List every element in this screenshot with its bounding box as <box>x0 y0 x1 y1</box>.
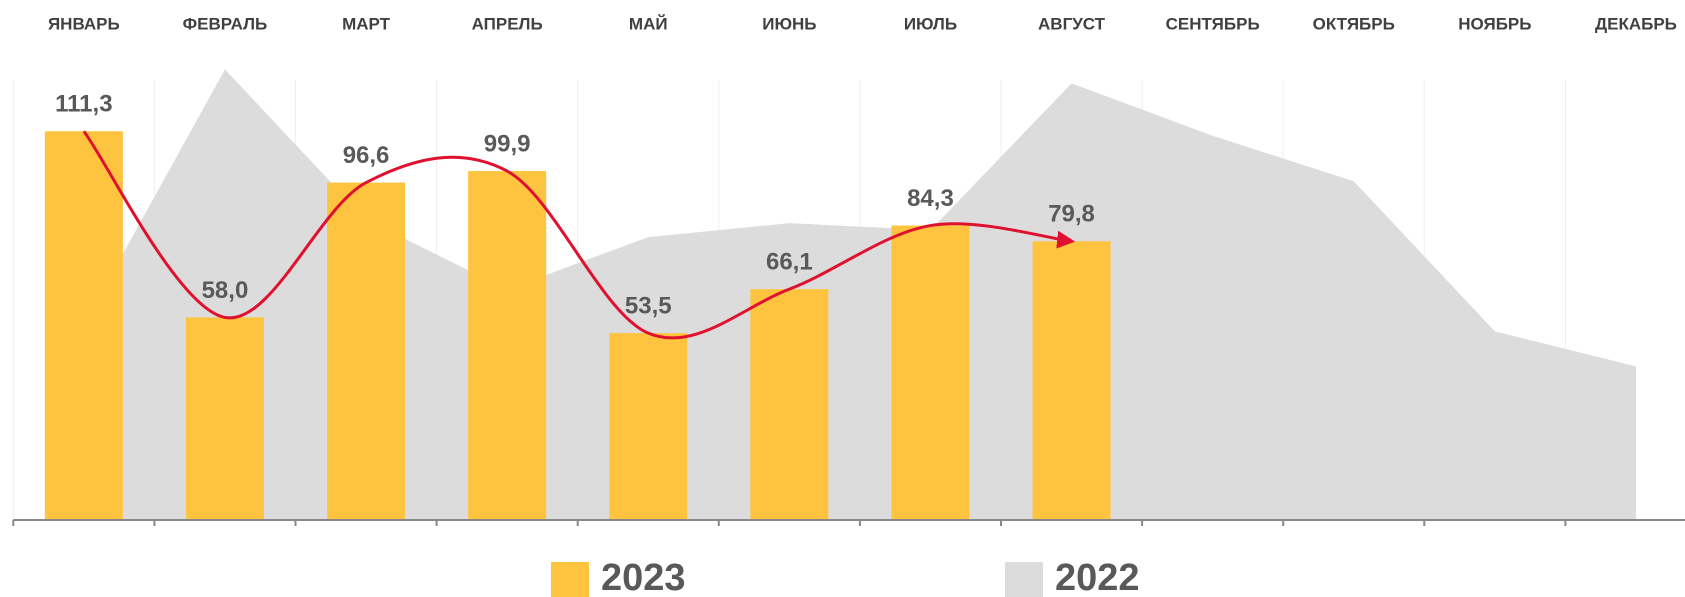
x-tick-label: ИЮЛЬ <box>904 14 957 33</box>
bar <box>44 131 123 520</box>
x-tick-label: ЯНВАРЬ <box>48 14 120 33</box>
data-label: 96,6 <box>343 142 390 169</box>
data-label: 99,9 <box>484 130 531 157</box>
x-tick-label: МАЙ <box>629 14 668 33</box>
x-tick-label: ИЮНЬ <box>762 14 816 33</box>
bar <box>1032 241 1111 520</box>
legend-swatch <box>551 562 589 597</box>
legend-swatch <box>1005 562 1043 597</box>
bar <box>750 289 829 520</box>
trend-line <box>82 130 1076 340</box>
data-label: 53,5 <box>625 292 672 319</box>
legend-label: 2023 <box>601 557 686 597</box>
x-tick-label: НОЯБРЬ <box>1458 14 1531 33</box>
x-tick-label: ФЕВРАЛЬ <box>183 14 268 33</box>
bar <box>891 225 970 521</box>
bar <box>609 333 688 520</box>
x-tick-label: АПРЕЛЬ <box>472 14 543 33</box>
x-tick-label: СЕНТЯБРЬ <box>1166 14 1260 33</box>
bar <box>468 171 547 520</box>
data-label: 111,3 <box>55 91 112 118</box>
legend-label: 2022 <box>1055 557 1140 597</box>
data-label: 79,8 <box>1048 201 1095 228</box>
bar <box>327 182 406 520</box>
data-label: 66,1 <box>766 248 813 275</box>
x-tick-label: АВГУСТ <box>1038 14 1106 33</box>
x-tick-label: МАРТ <box>342 14 391 33</box>
bar <box>185 317 264 520</box>
x-tick-label: ОКТЯБРЬ <box>1313 14 1395 33</box>
data-label: 58,0 <box>202 277 249 304</box>
x-tick-label: ДЕКАБРЬ <box>1595 14 1677 33</box>
data-label: 84,3 <box>907 185 954 212</box>
